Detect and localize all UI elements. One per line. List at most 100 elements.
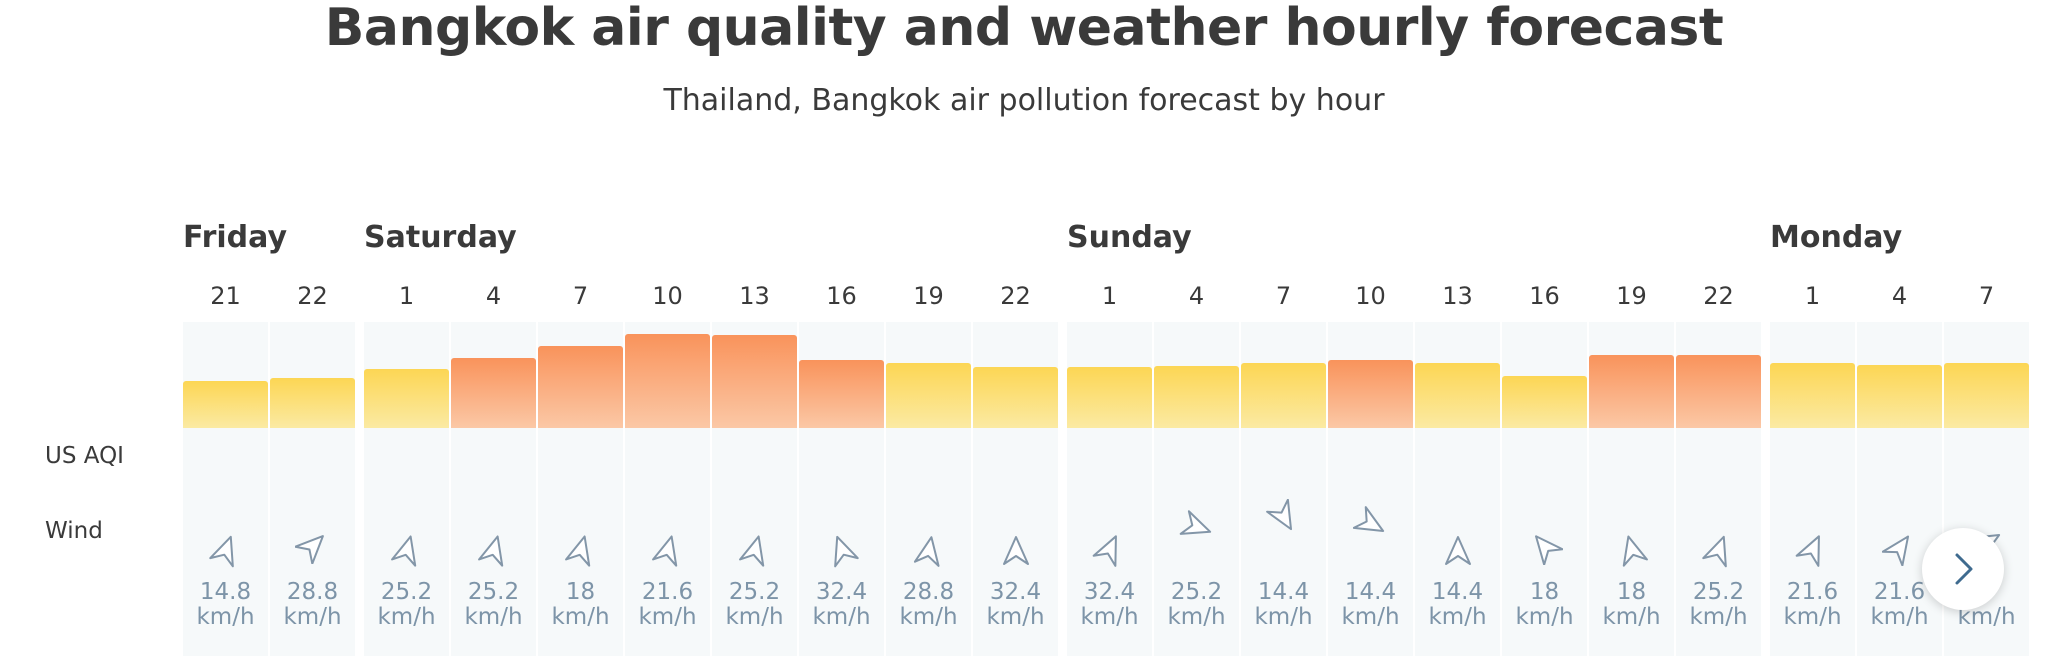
aqi-bar[interactable]: [1067, 367, 1152, 428]
wind-speed: 18 km/h: [1502, 580, 1587, 630]
wind-speed-value: 28.8: [902, 579, 955, 605]
wind-arrow-icon: [563, 532, 599, 568]
wind-speed-value: 14.8: [199, 579, 252, 605]
wind-arrow-icon: [650, 532, 686, 568]
wind-speed: 25.2 km/h: [1154, 580, 1239, 630]
wind-speed-value: 14.4: [1431, 579, 1484, 605]
day-label: Monday: [1770, 220, 1903, 255]
wind-arrow-icon: [824, 532, 860, 568]
aqi-bar[interactable]: [1944, 363, 2029, 428]
wind-speed-value: 21.6: [1873, 579, 1926, 605]
wind-speed-unit: km/h: [377, 604, 436, 630]
wind-speed: 21.6 km/h: [1857, 580, 1942, 630]
aqi-bar[interactable]: [1241, 363, 1326, 428]
aqi-bar[interactable]: [183, 381, 268, 428]
aqi-bar[interactable]: [1154, 366, 1239, 428]
wind-arrow-icon: [1701, 532, 1737, 568]
wind-speed-unit: km/h: [725, 604, 784, 630]
wind-speed: 18 km/h: [538, 580, 623, 630]
wind-speed-value: 18: [1616, 579, 1647, 605]
wind-arrow-icon: [208, 532, 244, 568]
page-title: Bangkok air quality and weather hourly f…: [324, 0, 1724, 58]
wind-arrow-icon: [1614, 532, 1650, 568]
aqi-bar[interactable]: [625, 334, 710, 428]
wind-speed-unit: km/h: [1689, 604, 1748, 630]
aqi-bar[interactable]: [1328, 360, 1413, 428]
chevron-right-icon: [1955, 553, 1973, 585]
day-label: Friday: [183, 220, 288, 255]
hour-label: 16: [1529, 282, 1560, 310]
aqi-bar[interactable]: [1857, 365, 1942, 428]
aqi-bar[interactable]: [799, 360, 884, 428]
aqi-bar[interactable]: [1502, 376, 1587, 428]
wind-speed-value: 32.4: [989, 579, 1042, 605]
aqi-bar[interactable]: [973, 367, 1058, 428]
wind-speed-value: 25.2: [1692, 579, 1745, 605]
wind-speed-value: 21.6: [641, 579, 694, 605]
wind-speed-unit: km/h: [812, 604, 871, 630]
hour-label: 21: [210, 282, 241, 310]
aqi-bar[interactable]: [270, 378, 355, 428]
wind-speed-value: 25.2: [1170, 579, 1223, 605]
aqi-row-label: US AQI: [45, 443, 124, 469]
hour-label: 19: [913, 282, 944, 310]
wind-row-label: Wind: [45, 518, 103, 544]
wind-speed: 32.4 km/h: [973, 580, 1058, 630]
wind-speed: 21.6 km/h: [1770, 580, 1855, 630]
wind-arrow-icon: [294, 528, 331, 564]
wind-speed-unit: km/h: [1515, 604, 1574, 630]
wind-speed: 25.2 km/h: [712, 580, 797, 630]
wind-speed: 28.8 km/h: [886, 580, 971, 630]
aqi-bar[interactable]: [364, 369, 449, 428]
hour-label: 7: [1275, 282, 1292, 310]
wind-speed-unit: km/h: [986, 604, 1045, 630]
wind-arrow-icon: [1265, 499, 1302, 535]
wind-speed: 21.6 km/h: [625, 580, 710, 630]
wind-arrow-icon: [1179, 509, 1215, 545]
wind-speed-unit: km/h: [464, 604, 523, 630]
wind-arrow-icon: [998, 533, 1034, 569]
wind-speed: 28.8 km/h: [270, 580, 355, 630]
wind-speed-value: 32.4: [1083, 579, 1136, 605]
hour-label: 7: [572, 282, 589, 310]
hour-label: 13: [739, 282, 770, 310]
aqi-bar[interactable]: [1770, 363, 1855, 428]
wind-speed: 25.2 km/h: [451, 580, 536, 630]
hour-label: 4: [1891, 282, 1908, 310]
wind-speed-value: 25.2: [467, 579, 520, 605]
hour-column: [270, 322, 355, 656]
wind-speed-value: 18: [1529, 579, 1560, 605]
hour-label: 1: [1101, 282, 1118, 310]
wind-speed-value: 25.2: [380, 579, 433, 605]
wind-speed: 14.4 km/h: [1241, 580, 1326, 630]
aqi-bar[interactable]: [1676, 355, 1761, 428]
wind-arrow-icon: [1795, 531, 1831, 568]
hour-label: 4: [485, 282, 502, 310]
wind-speed-value: 28.8: [286, 579, 339, 605]
wind-speed-unit: km/h: [1428, 604, 1487, 630]
aqi-bar[interactable]: [712, 335, 797, 428]
wind-speed-unit: km/h: [638, 604, 697, 630]
hour-label: 19: [1616, 282, 1647, 310]
hour-column: [183, 322, 268, 656]
wind-arrow-icon: [737, 532, 773, 568]
hour-label: 13: [1442, 282, 1473, 310]
wind-speed-value: 18: [565, 579, 596, 605]
day-label: Sunday: [1067, 220, 1192, 255]
aqi-bar[interactable]: [886, 363, 971, 428]
page-subtitle: Thailand, Bangkok air pollution forecast…: [663, 83, 1385, 118]
aqi-bar[interactable]: [538, 346, 623, 428]
wind-speed-unit: km/h: [899, 604, 958, 630]
aqi-bar[interactable]: [1589, 355, 1674, 428]
aqi-bar[interactable]: [451, 358, 536, 428]
aqi-bar[interactable]: [1415, 363, 1500, 428]
wind-arrow-icon: [1527, 529, 1563, 565]
hour-label: 22: [297, 282, 328, 310]
wind-arrow-icon: [1352, 506, 1389, 542]
wind-arrow-icon: [1881, 530, 1918, 566]
wind-speed: 14.4 km/h: [1415, 580, 1500, 630]
wind-speed-value: 21.6: [1786, 579, 1839, 605]
hour-label: 22: [1703, 282, 1734, 310]
hour-label: 4: [1188, 282, 1205, 310]
next-button[interactable]: [1922, 528, 2004, 610]
